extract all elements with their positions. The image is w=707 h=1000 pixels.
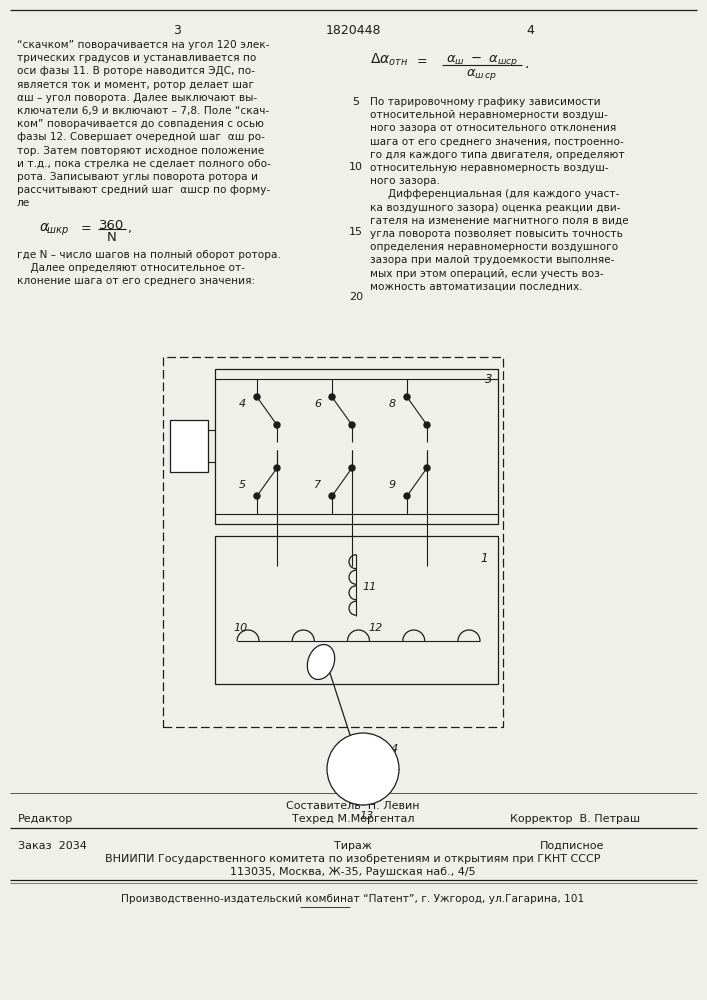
Text: 1: 1 [480, 552, 488, 565]
Text: 10: 10 [349, 162, 363, 172]
Bar [215, 369, 498, 524]
Text: тор. Затем повторяют исходное положение: тор. Затем повторяют исходное положение [17, 146, 264, 156]
Text: клонение шага от его среднего значения:: клонение шага от его среднего значения: [17, 276, 255, 286]
Text: гателя на изменение магнитного поля в виде: гателя на изменение магнитного поля в ви… [370, 216, 629, 226]
Text: Подписное: Подписное [540, 841, 604, 851]
Text: ком” поворачивается до совпадения с осью: ком” поворачивается до совпадения с осью [17, 119, 264, 129]
Text: Редактор: Редактор [18, 814, 74, 824]
Text: Составитель  Н. Левин: Составитель Н. Левин [286, 801, 420, 811]
Text: где N – число шагов на полный оборот ротора.: где N – число шагов на полный оборот рот… [17, 250, 281, 260]
Text: зазора при малой трудоемкости выполняе-: зазора при малой трудоемкости выполняе- [370, 255, 614, 265]
Text: фазы 12. Совершает очередной шаг  αш ро-: фазы 12. Совершает очередной шаг αш ро- [17, 132, 265, 142]
Text: $\alpha_{\mathit{ш}}\ -\ \alpha_{\mathit{шср}}$: $\alpha_{\mathit{ш}}\ -\ \alpha_{\mathit… [446, 53, 518, 68]
Circle shape [274, 465, 280, 471]
Text: αш – угол поворота. Далее выключают вы-: αш – угол поворота. Далее выключают вы- [17, 93, 257, 103]
Text: Тираж: Тираж [334, 841, 372, 851]
Text: 3: 3 [173, 24, 181, 37]
Text: =: = [81, 222, 92, 235]
Text: шага от его среднего значения, построенно-: шага от его среднего значения, построенн… [370, 137, 624, 147]
Bar [163, 357, 503, 727]
Text: 360: 360 [100, 219, 124, 232]
Text: относительную неравномерность воздуш-: относительную неравномерность воздуш- [370, 163, 609, 173]
Circle shape [349, 465, 355, 471]
Circle shape [404, 394, 410, 400]
Text: =: = [417, 55, 428, 68]
Text: По тарировочному графику зависимости: По тарировочному графику зависимости [370, 97, 601, 107]
Circle shape [327, 733, 399, 805]
Text: “скачком” поворачивается на угол 120 элек-: “скачком” поворачивается на угол 120 эле… [17, 40, 269, 50]
Text: 6: 6 [314, 399, 321, 409]
Text: 2: 2 [185, 442, 193, 455]
Text: Корректор  В. Петраш: Корректор В. Петраш [510, 814, 640, 824]
Text: 5: 5 [239, 480, 246, 490]
Text: 10: 10 [233, 623, 247, 633]
Text: Заказ  2034: Заказ 2034 [18, 841, 87, 851]
Text: 113035, Москва, Ж-35, Раушская наб., 4/5: 113035, Москва, Ж-35, Раушская наб., 4/5 [230, 867, 476, 877]
Text: 15: 15 [349, 227, 363, 237]
Circle shape [404, 493, 410, 499]
Text: определения неравномерности воздушного: определения неравномерности воздушного [370, 242, 618, 252]
Text: 20: 20 [349, 292, 363, 302]
Ellipse shape [308, 645, 334, 679]
Text: мых при этом операций, если учесть воз-: мых при этом операций, если учесть воз- [370, 269, 604, 279]
Text: трических градусов и устанавливается по: трических градусов и устанавливается по [17, 53, 257, 63]
Text: 9: 9 [389, 480, 396, 490]
Circle shape [349, 422, 355, 428]
Text: ка воздушного зазора) оценка реакции дви-: ка воздушного зазора) оценка реакции дви… [370, 203, 621, 213]
Text: 7: 7 [314, 480, 321, 490]
Text: Дифференциальная (для каждого участ-: Дифференциальная (для каждого участ- [388, 189, 619, 199]
Text: Далее определяют относительное от-: Далее определяют относительное от- [17, 263, 245, 273]
Text: угла поворота позволяет повысить точность: угла поворота позволяет повысить точност… [370, 229, 623, 239]
Text: и т.д., пока стрелка не сделает полного обо-: и т.д., пока стрелка не сделает полного … [17, 159, 271, 169]
Circle shape [329, 493, 335, 499]
Text: относительной неравномерности воздуш-: относительной неравномерности воздуш- [370, 110, 608, 120]
Text: Производственно-издательский комбинат “Патент”, г. Ужгород, ул.Гагарина, 101: Производственно-издательский комбинат “П… [122, 894, 585, 904]
Text: оси фазы 11. В роторе наводится ЭДС, по-: оси фазы 11. В роторе наводится ЭДС, по- [17, 66, 255, 76]
Text: ле: ле [17, 198, 30, 208]
Circle shape [424, 422, 430, 428]
Text: 12: 12 [368, 623, 382, 633]
Text: $\alpha_{\mathit{ш\,ср}}$: $\alpha_{\mathit{ш\,ср}}$ [467, 67, 498, 82]
Text: 3: 3 [485, 373, 493, 386]
Text: рота. Записывают углы поворота ротора и: рота. Записывают углы поворота ротора и [17, 172, 258, 182]
Text: ключатели 6,9 и включают – 7,8. Поле “скач-: ключатели 6,9 и включают – 7,8. Поле “ск… [17, 106, 269, 116]
Text: ,: , [128, 222, 132, 235]
Circle shape [329, 394, 335, 400]
Text: является ток и момент, ротор делает шаг: является ток и момент, ротор делает шаг [17, 80, 254, 90]
Bar [215, 536, 498, 684]
Text: ного зазора.: ного зазора. [370, 176, 440, 186]
Circle shape [424, 465, 430, 471]
Bar [170, 420, 208, 472]
Text: 4: 4 [239, 399, 246, 409]
Text: го для каждого типа двигателя, определяют: го для каждого типа двигателя, определяю… [370, 150, 624, 160]
Circle shape [254, 493, 260, 499]
Text: $\alpha_{\!\mathit{шкр}}$: $\alpha_{\!\mathit{шкр}}$ [39, 222, 69, 238]
Text: ВНИИПИ Государственного комитета по изобретениям и открытиям при ГКНТ СССР: ВНИИПИ Государственного комитета по изоб… [105, 854, 601, 864]
Text: 4: 4 [526, 24, 534, 37]
Text: N: N [107, 231, 117, 244]
Text: 1820448: 1820448 [325, 24, 381, 37]
Circle shape [254, 394, 260, 400]
Text: 11: 11 [362, 582, 376, 592]
Text: Техред М.Моргентал: Техред М.Моргентал [292, 814, 414, 824]
Text: можность автоматизации последних.: можность автоматизации последних. [370, 282, 583, 292]
Text: рассчитывают средний шаг  αшср по форму-: рассчитывают средний шаг αшср по форму- [17, 185, 270, 195]
Circle shape [274, 422, 280, 428]
Text: ного зазора от относительного отклонения: ного зазора от относительного отклонения [370, 123, 617, 133]
Text: 5: 5 [353, 97, 359, 107]
Text: 8: 8 [389, 399, 396, 409]
Text: .: . [524, 57, 528, 71]
Text: 13: 13 [359, 811, 373, 821]
Text: $\Delta\alpha_{\mathit{отн}}$: $\Delta\alpha_{\mathit{отн}}$ [370, 52, 408, 68]
Text: 14: 14 [385, 744, 399, 754]
